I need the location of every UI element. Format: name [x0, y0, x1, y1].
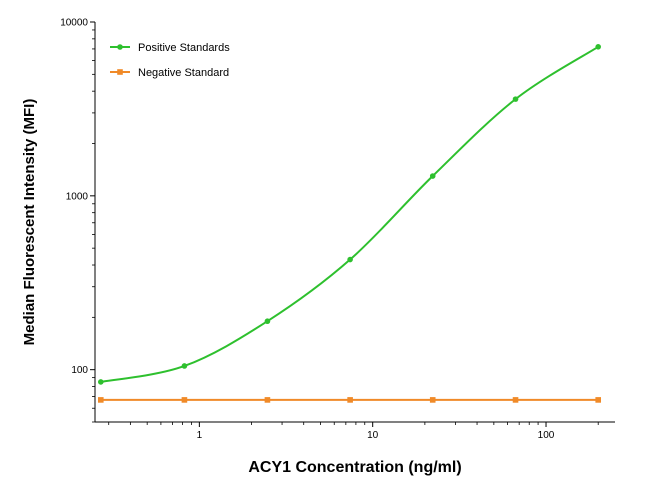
y-tick-label: 1000 [66, 191, 89, 202]
series-negative-standard [97, 397, 602, 403]
legend-label: Positive Standards [138, 42, 230, 54]
data-point [264, 397, 271, 403]
data-point [429, 397, 436, 403]
axes: 100 1000 10000 1 10 100 [60, 18, 615, 441]
x-axis-title: ACY1 Concentration (ng/ml) [248, 459, 461, 476]
series-line-positive-standards [100, 45, 599, 383]
data-point [429, 173, 436, 179]
data-point [264, 318, 271, 325]
series-layer [97, 44, 602, 403]
legend-item-positive-standards: Positive Standards [110, 42, 230, 54]
data-point [347, 397, 353, 403]
data-point [97, 397, 104, 403]
series-positive-standards [97, 44, 602, 385]
data-point [512, 96, 519, 102]
y-tick-label: 100 [71, 365, 88, 376]
data-point [181, 397, 188, 403]
legend: Positive Standards Negative Standard [110, 42, 230, 79]
legend-item-negative-standard: Negative Standard [110, 67, 229, 79]
y-tick-label: 10000 [60, 18, 88, 29]
data-point [181, 363, 188, 369]
data-point [512, 397, 519, 403]
x-tick-label: 100 [538, 430, 555, 441]
data-point [595, 44, 602, 50]
legend-label: Negative Standard [138, 67, 229, 79]
x-tick-label: 10 [367, 430, 379, 441]
data-point [347, 256, 353, 263]
x-tick-label: 1 [197, 430, 203, 441]
y-axis-title: Median Fluorescent Intensity (MFI) [21, 99, 38, 346]
data-point [97, 379, 104, 385]
legend-marker [117, 69, 123, 75]
legend-marker [117, 44, 123, 50]
data-point [595, 397, 602, 403]
